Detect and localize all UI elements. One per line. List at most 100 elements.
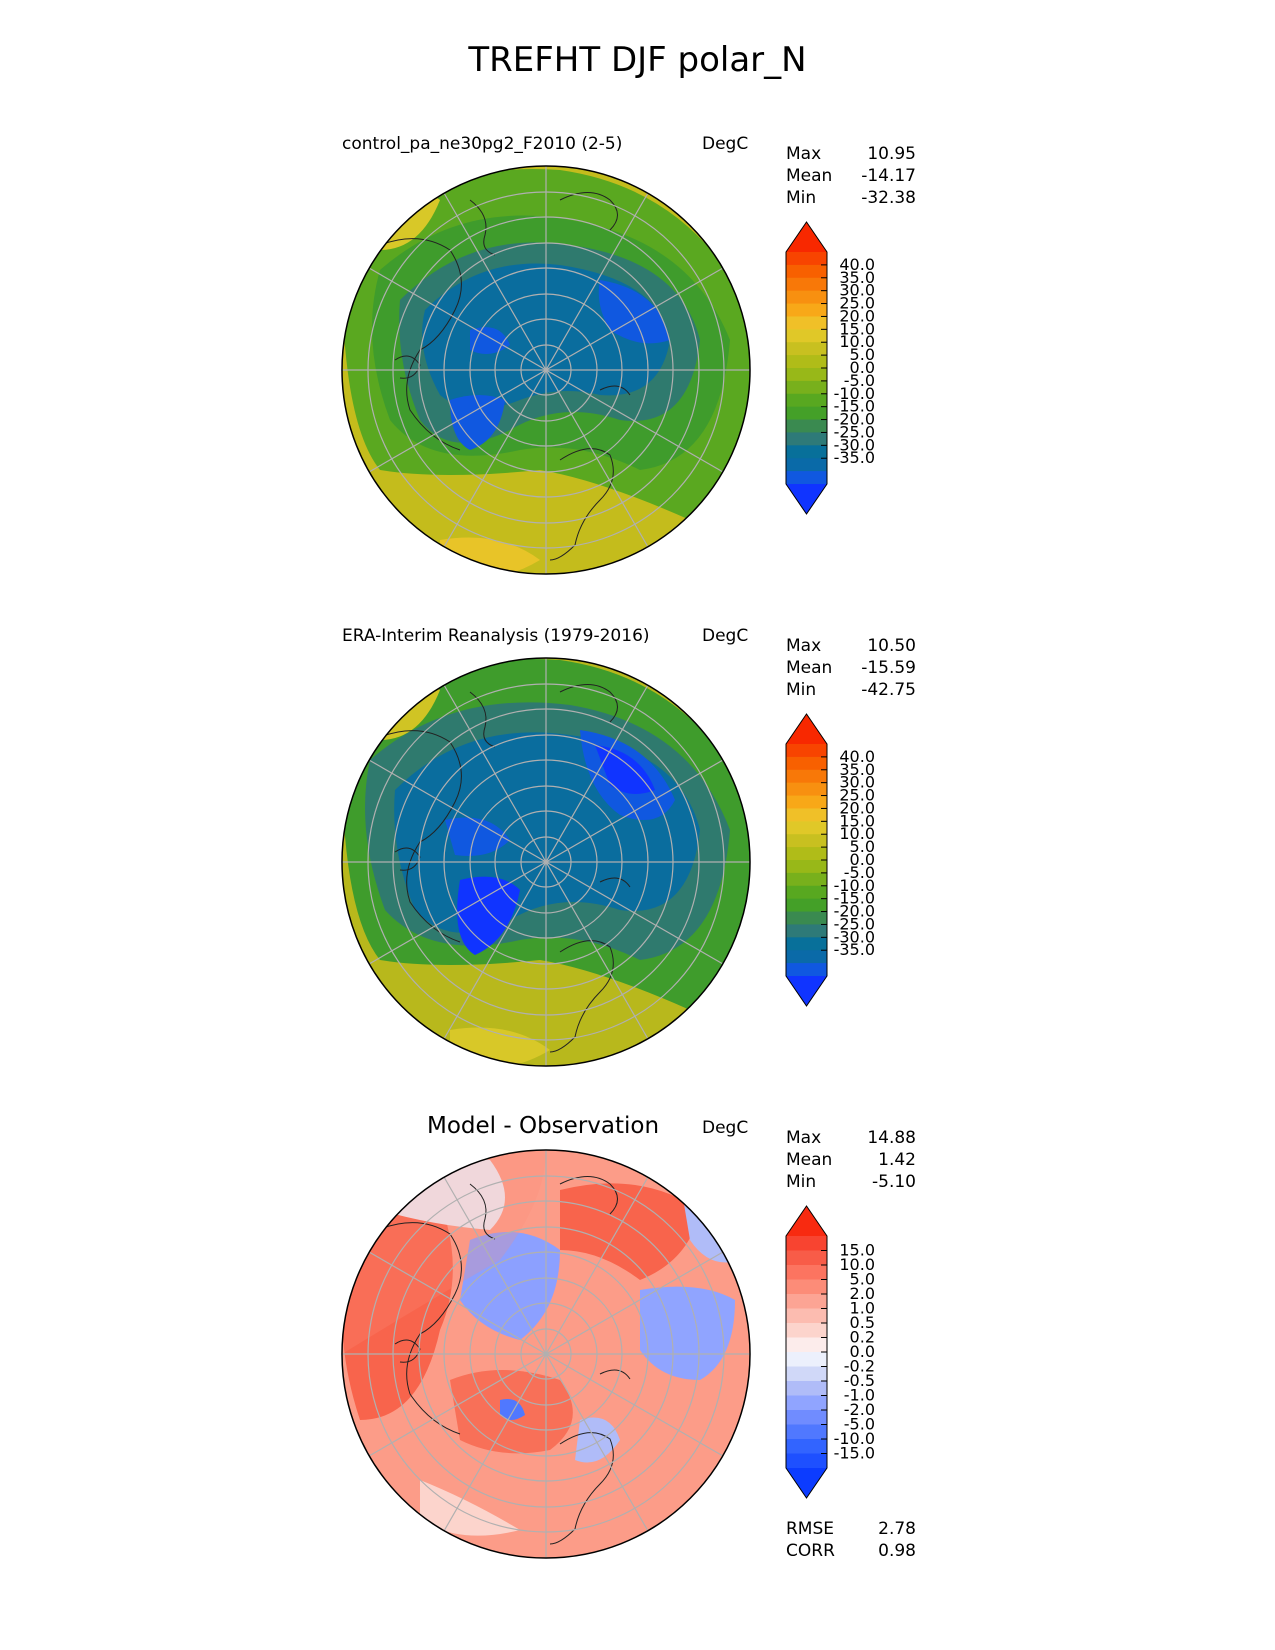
colorbar-tick-label: -25.0 [834,422,875,441]
colorbar-tick-label: 5.0 [850,1270,875,1289]
colorbar-segment [786,924,827,938]
colorbar-segment [786,950,827,964]
colorbar-tick-label: -30.0 [834,927,875,946]
colorbar-segment [786,303,827,318]
colorbar-tick-label: 30.0 [839,281,875,300]
stat-max: Max 10.95 [786,144,916,164]
colorbar-segment [786,252,827,266]
colorbar-tick-label: -15.0 [834,889,875,908]
colorbar-tick-label: 0.0 [850,1342,875,1361]
stat-mean: Mean 1.42 [786,1150,916,1170]
colorbar-segment [786,1395,827,1411]
colorbar-segment [786,963,827,977]
colorbar-segment [786,406,827,421]
colorbar-tick-label: 40.0 [839,255,875,274]
colorbar-segment [786,1294,827,1310]
colorbar-tick-label: -15.0 [834,1444,875,1463]
stat-rmse: RMSE 2.78 [786,1519,916,1539]
colorbar-tick-label: 10.0 [839,824,875,843]
colorbar-tick-label: 0.5 [850,1313,875,1332]
stat-corr: CORR 0.98 [786,1541,916,1561]
colorbar-tick-label: 20.0 [839,798,875,817]
stats-block-test: Max 10.95 Mean -14.17 Min -32.38 [786,143,916,209]
colorbar-segment [786,471,827,485]
colorbar-segment [786,860,827,874]
colorbar-segment [786,1250,827,1266]
colorbar-segment [786,380,827,395]
colorbar-outline [785,221,828,515]
colorbar-tick-label: 0.2 [850,1328,875,1347]
colorbar-segment [786,937,827,951]
colorbar-tick-label: 35.0 [839,268,875,287]
stat-max: Max 14.88 [786,1128,916,1148]
stat-mean: Mean -14.17 [786,166,916,186]
colorbar-tick-label: -5.0 [844,371,875,390]
colorbar-tick-label: 10.0 [839,1255,875,1274]
colorbar-segment [786,834,827,848]
panel-title-test: control_pa_ne30pg2_F2010 (2-5) [342,134,623,154]
colorbar-tick-label: -2.0 [844,1400,875,1419]
colorbar-tick-label: -35.0 [834,448,875,467]
colorbar-tick-label: -10.0 [834,1429,875,1448]
stat-min: Min -32.38 [786,188,916,208]
colorbar-segment [786,769,827,784]
colorbar-outline [785,713,828,1007]
colorbar-tick-label: 30.0 [839,773,875,792]
colorbar-tick-label: -5.0 [844,1415,875,1434]
colorbar-segment [786,782,827,797]
figure-title: TREFHT DJF polar_N [468,40,807,80]
colorbar-segment [786,821,827,835]
colorbar-segment [786,432,827,446]
colorbar-segment [786,1323,827,1339]
colorbar-extend-max [786,714,827,744]
colorbar-tick-label: 20.0 [839,306,875,325]
panel-title-diff: Model - Observation [427,1113,660,1139]
colorbar-extend-max [786,1206,827,1236]
colorbar-segment [786,1366,827,1382]
panel-title-reference: ERA-Interim Reanalysis (1979-2016) [342,626,650,646]
colorbar-segment [786,329,827,343]
colorbar-segment [786,1439,827,1455]
colorbar-tick-label: 5.0 [850,837,875,856]
colorbar-segment [786,1352,827,1368]
colorbar-extend-min [786,484,827,514]
colorbar-segment [786,419,827,434]
colorbar-tick-label: 15.0 [839,319,875,338]
colorbar-tick-label: 40.0 [839,747,875,766]
colorbar-tick-label: -5.0 [844,863,875,882]
colorbar-tick-label: -25.0 [834,914,875,933]
colorbar-segment [786,342,827,356]
colorbar-segment [786,872,827,887]
colorbar-extend-min [786,1468,827,1498]
colorbar-segment [786,368,827,382]
colorbar-segment [786,1308,827,1324]
colorbar-tick-label: -20.0 [834,902,875,921]
colorbar-segment [786,1337,827,1353]
colorbar-outline [785,1205,828,1499]
colorbar-tick-label: 35.0 [839,760,875,779]
colorbar-segment [786,744,827,758]
stats-block-reference: Max 10.50 Mean -15.59 Min -42.75 [786,635,916,701]
colorbar-tick-label: 15.0 [839,1241,875,1260]
colorbar-tick-label: -0.2 [844,1357,875,1376]
colorbar-segment [786,1424,827,1440]
colorbar-tick-label: -10.0 [834,876,875,895]
colorbar-tick-label: -30.0 [834,435,875,454]
colorbar-segment [786,1453,827,1469]
colorbar-segment [786,885,827,900]
colorbar-segment [786,393,827,408]
colorbar-tick-label: 25.0 [839,786,875,805]
stats-block-diff: Max 14.88 Mean 1.42 Min -5.10 [786,1127,916,1193]
colorbar-segment [786,1279,827,1295]
units-label-test: DegC [702,134,749,154]
colorbar-segment [786,847,827,861]
colorbar-segment [786,911,827,926]
colorbar-tick-label: 1.0 [850,1299,875,1318]
colorbar-tick-label: 0.0 [850,358,875,377]
colorbar-tick-label: 25.0 [839,294,875,313]
colorbar-tick-label: -15.0 [834,397,875,416]
polar-map-test [342,166,750,574]
colorbar-tick-label: -10.0 [834,384,875,403]
stat-min: Min -42.75 [786,680,916,700]
